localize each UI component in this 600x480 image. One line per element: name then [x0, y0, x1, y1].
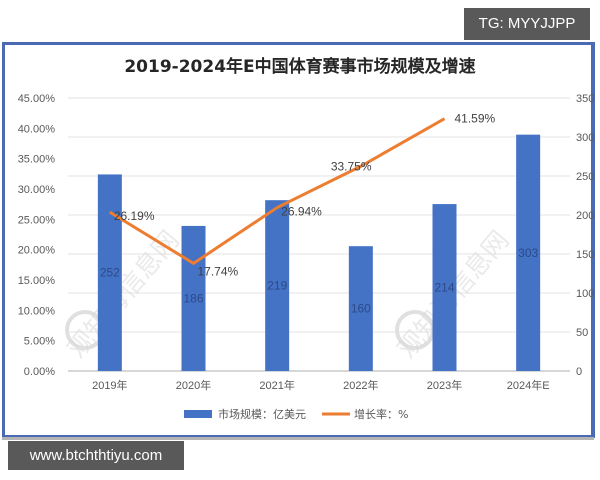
bar [432, 204, 457, 371]
left-axis-tick: 5.00% [24, 336, 55, 348]
bar [265, 200, 290, 371]
left-axis-tick: 15.00% [18, 275, 56, 287]
chart-title: 2019-2024年E中国体育赛事市场规模及增速 [124, 57, 476, 77]
url-badge: www.btchthtiyu.com [8, 441, 184, 470]
bar-value-label: 160 [351, 302, 371, 316]
bar [348, 246, 373, 371]
growth-value-label: 41.59% [455, 112, 496, 126]
legend-bar-label: 市场规模：亿美元 [218, 407, 306, 421]
right-axis-tick: 50 [576, 327, 588, 339]
left-axis-tick: 25.00% [18, 214, 56, 226]
right-axis-tick: 200 [576, 210, 594, 222]
x-axis-tick: 2022年 [343, 378, 378, 392]
bar-value-label: 214 [434, 281, 454, 295]
right-axis-tick: 0 [576, 366, 582, 378]
left-axis-tick: 40.00% [18, 123, 56, 135]
x-axis: 2019年 2020年 2021年 2022年 2023年 2024年E [92, 378, 549, 392]
left-axis: 0.00% 5.00% 10.00% 15.00% 20.00% 25.00% 30.00%… [18, 93, 56, 378]
tg-badge: TG: MYYJJPP [464, 8, 590, 40]
legend-bar-swatch [184, 410, 212, 418]
legend: 市场规模：亿美元 增长率：% [184, 407, 408, 421]
x-axis-tick: 2019年 [92, 378, 127, 392]
x-axis-tick: 2024年E [507, 378, 550, 392]
bar-value-label: 303 [518, 246, 538, 260]
left-axis-tick: 45.00% [18, 93, 56, 105]
growth-value-label: 26.19% [114, 209, 155, 223]
x-axis-tick: 2021年 [259, 378, 294, 392]
bar-value-label: 252 [100, 266, 120, 280]
growth-value-label: 33.75% [331, 159, 372, 173]
right-axis-tick: 250 [576, 171, 594, 183]
legend-line-label: 增长率：% [354, 407, 408, 421]
right-axis-tick: 300 [576, 132, 594, 144]
growth-value-label: 17.74% [198, 264, 239, 278]
bar [181, 225, 206, 371]
left-axis-tick: 10.00% [18, 305, 56, 317]
bar [97, 174, 122, 371]
right-axis: 0 50 100 150 200 250 300 350 [576, 93, 594, 378]
bar [516, 134, 541, 371]
gridlines [68, 97, 570, 372]
right-axis-tick: 100 [576, 288, 594, 300]
growth-line [109, 117, 446, 265]
left-axis-tick: 0.00% [24, 366, 55, 378]
line-series: 26.19% 17.74% 26.94% 33.75% 41.59% [109, 112, 496, 278]
frame-shadow [2, 437, 594, 440]
left-axis-tick: 30.00% [18, 184, 56, 196]
growth-value-label: 26.94% [281, 205, 322, 219]
left-axis-tick: 20.00% [18, 245, 56, 257]
x-axis-tick: 2023年 [427, 378, 462, 392]
right-axis-tick: 350 [576, 93, 594, 105]
left-axis-tick: 35.00% [18, 154, 56, 166]
bar-value-label: 186 [183, 291, 203, 305]
bar-series: 252 186 219 160 214 303 [97, 134, 541, 371]
bar-value-label: 219 [267, 279, 287, 293]
right-axis-tick: 150 [576, 249, 594, 261]
x-axis-tick: 2020年 [176, 378, 211, 392]
